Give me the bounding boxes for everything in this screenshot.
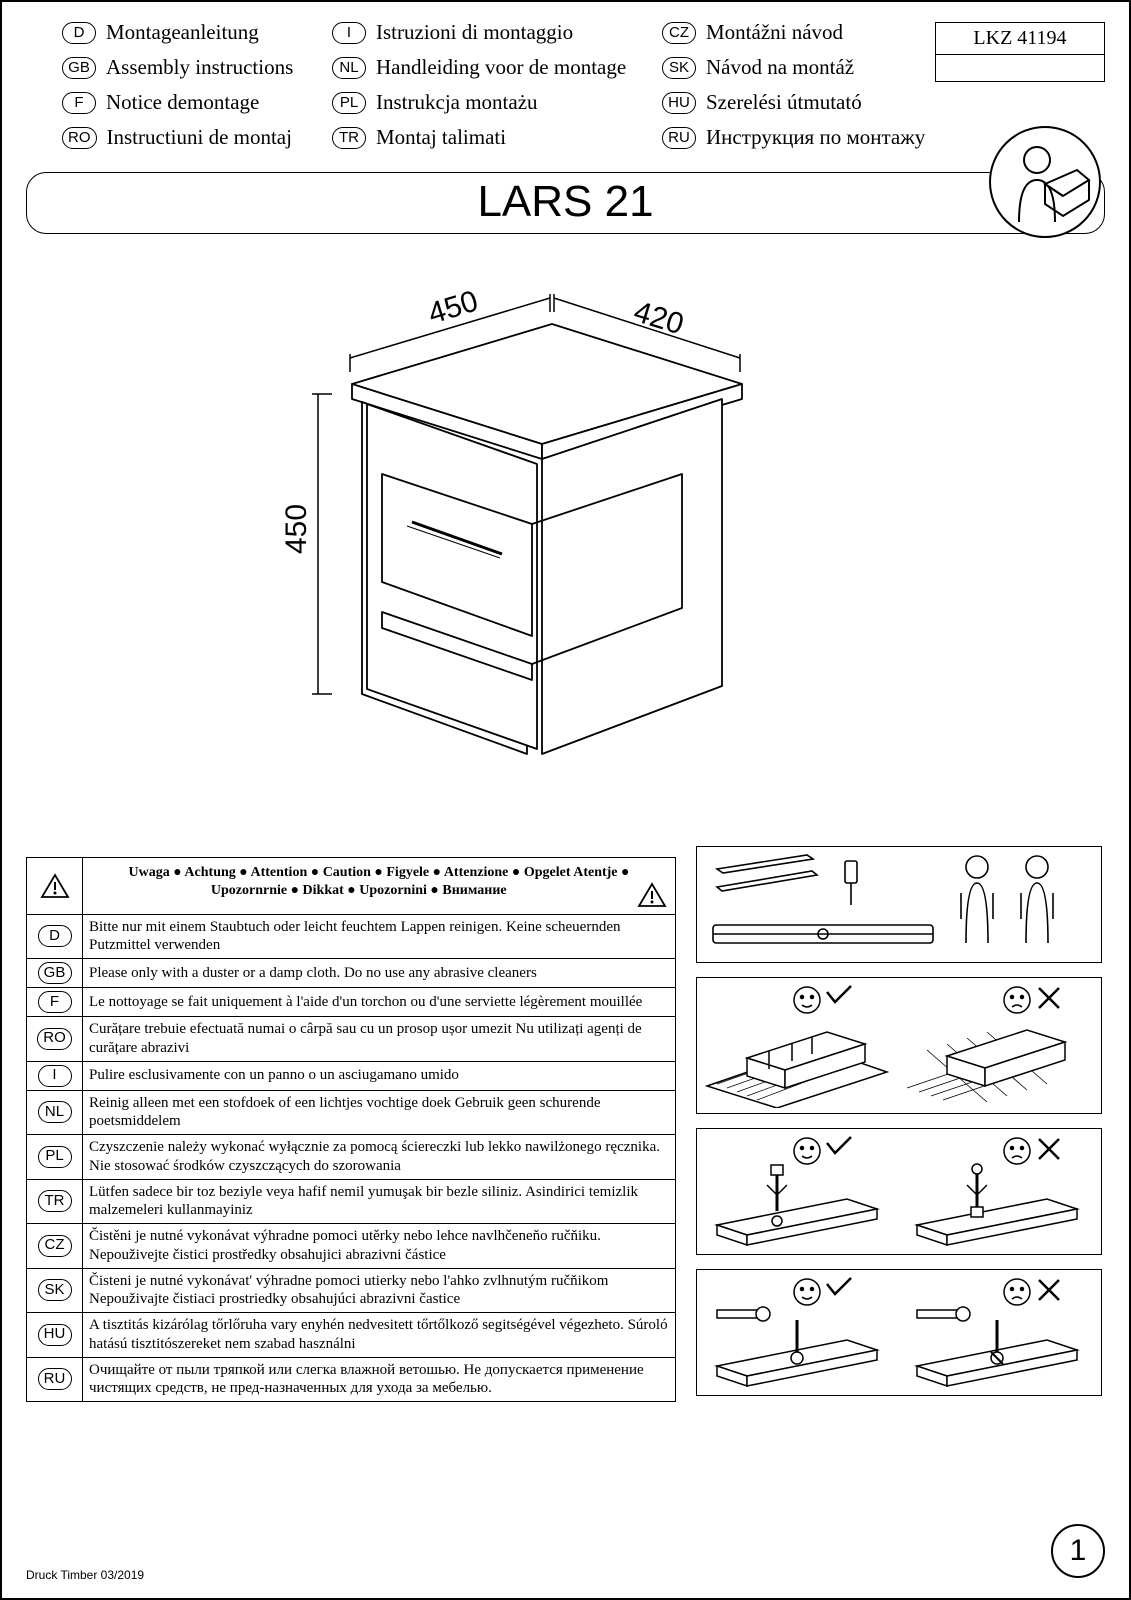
assemble-on-carpet-diagram <box>697 978 1103 1108</box>
lang-code: SK <box>662 57 696 79</box>
lang-code: TR <box>38 1190 72 1212</box>
lang-code: RU <box>38 1368 72 1390</box>
lang-code: PL <box>332 92 366 114</box>
carpet-panel <box>696 977 1102 1114</box>
page-number: 1 <box>1051 1524 1105 1578</box>
cleaning-table: Uwaga ● Achtung ● Attention ● Caution ● … <box>26 857 676 1402</box>
lang-label: Montaj talimati <box>376 125 506 150</box>
lkz-empty <box>936 55 1104 81</box>
lang-item: I Istruzioni di montaggio <box>332 20 662 45</box>
bolt-direction-diagram <box>697 1129 1103 1249</box>
lang-code: F <box>38 991 72 1013</box>
lang-item: HU Szerelési útmutató <box>662 90 942 115</box>
dim-height: 450 <box>280 504 313 554</box>
warning-header-text: Uwaga ● Achtung ● Attention ● Caution ● … <box>129 865 630 898</box>
cleaning-text: Čistěni je nutné vykonávat výhradne pomo… <box>83 1224 676 1269</box>
header: D Montageanleitung I Istruzioni di montagg… <box>2 2 1129 158</box>
dim-depth: 420 <box>630 295 688 341</box>
lang-code: RO <box>37 1028 72 1050</box>
lang-item: RO Instructiuni de montaj <box>62 125 332 150</box>
lang-code: D <box>38 925 72 947</box>
lang-label: Instructiuni de montaj <box>107 125 292 150</box>
lang-code: I <box>332 22 366 44</box>
warning-icon <box>637 882 667 908</box>
lang-code: GB <box>38 962 72 984</box>
person-reading-icon <box>985 122 1105 242</box>
product-drawing: 450 420 450 <box>2 234 1129 874</box>
lang-label: Istruzioni di montaggio <box>376 20 573 45</box>
warning-header: Uwaga ● Achtung ● Attention ● Caution ● … <box>83 858 676 915</box>
cleaning-text: Lütfen sadece bir toz beziyle veya hafif… <box>83 1179 676 1224</box>
lang-label: Instrukcja montażu <box>376 90 538 115</box>
tools-panel <box>696 846 1102 963</box>
cleaning-text: A tisztitás kizárólag tőrlőruha vary eny… <box>83 1313 676 1358</box>
lang-label: Notice demontage <box>106 90 259 115</box>
warning-icon <box>40 873 70 899</box>
lang-item: CZ Montážni návod <box>662 20 942 45</box>
cam-direction-diagram <box>697 1270 1103 1390</box>
lang-code: SK <box>38 1279 72 1301</box>
lang-code: I <box>38 1065 72 1087</box>
tools-diagram <box>697 847 1103 957</box>
lang-code: RU <box>662 127 696 149</box>
lang-item: TR Montaj talimati <box>332 125 662 150</box>
lkz-box: LKZ 41194 <box>935 22 1105 82</box>
lang-label: Montageanleitung <box>106 20 259 45</box>
lang-label: Инструкция по монтажу <box>706 125 925 150</box>
dim-width: 450 <box>424 284 482 330</box>
lang-code: CZ <box>38 1235 72 1257</box>
cleaning-text: Čisteni je nutné vykonávat' výhradne pom… <box>83 1268 676 1313</box>
lang-item: NL Handleiding voor de montage <box>332 55 662 80</box>
bolt-direction-panel <box>696 1128 1102 1255</box>
lang-label: Návod na montáž <box>706 55 854 80</box>
lang-item: GB Assembly instructions <box>62 55 332 80</box>
lang-label: Assembly instructions <box>106 55 293 80</box>
lang-label: Handleiding voor de montage <box>376 55 626 80</box>
lang-item: RU Инструкция по монтажу <box>662 125 942 150</box>
cam-direction-panel <box>696 1269 1102 1396</box>
lang-code: HU <box>38 1324 72 1346</box>
lang-code: F <box>62 92 96 114</box>
lang-item: PL Instrukcja montażu <box>332 90 662 115</box>
cleaning-text: Bitte nur mit einem Staubtuch oder leich… <box>83 914 676 959</box>
lang-code: TR <box>332 127 366 149</box>
lang-code: GB <box>62 57 96 79</box>
lang-code: RO <box>62 127 97 149</box>
cleaning-text: Reinig alleen met een stofdoek of een li… <box>83 1090 676 1135</box>
lang-code: HU <box>662 92 696 114</box>
lang-item: F Notice demontage <box>62 90 332 115</box>
cleaning-text: Czyszczenie należy wykonać wyłącznie za … <box>83 1135 676 1180</box>
cleaning-text: Curățare trebuie efectuată numai o cârpă… <box>83 1017 676 1062</box>
lang-label: Szerelési útmutató <box>706 90 862 115</box>
lang-code: NL <box>332 57 366 79</box>
nightstand-diagram: 450 420 450 <box>182 264 802 824</box>
warn-icon-cell <box>27 858 83 915</box>
lang-code: NL <box>38 1101 72 1123</box>
lang-item: SK Návod na montáž <box>662 55 942 80</box>
lang-code: D <box>62 22 96 44</box>
cleaning-text: Le nottoyage se fait uniquement à l'aide… <box>83 988 676 1017</box>
lang-item: D Montageanleitung <box>62 20 332 45</box>
lang-label: Montážni návod <box>706 20 843 45</box>
cleaning-text: Pulire esclusivamente con un panno o un … <box>83 1061 676 1090</box>
cleaning-text: Please only with a duster or a damp clot… <box>83 959 676 988</box>
cleaning-text: Очищайте от пыли тряпкой или слегка влаж… <box>83 1357 676 1402</box>
lang-code: PL <box>38 1146 72 1168</box>
page: D Montageanleitung I Istruzioni di montagg… <box>0 0 1131 1600</box>
instruction-panels <box>696 846 1102 1410</box>
product-title: LARS 21 <box>26 172 1105 234</box>
lang-code: CZ <box>662 22 696 44</box>
lkz-label: LKZ 41194 <box>936 23 1104 55</box>
footer-text: Druck Timber 03/2019 <box>26 1568 144 1582</box>
